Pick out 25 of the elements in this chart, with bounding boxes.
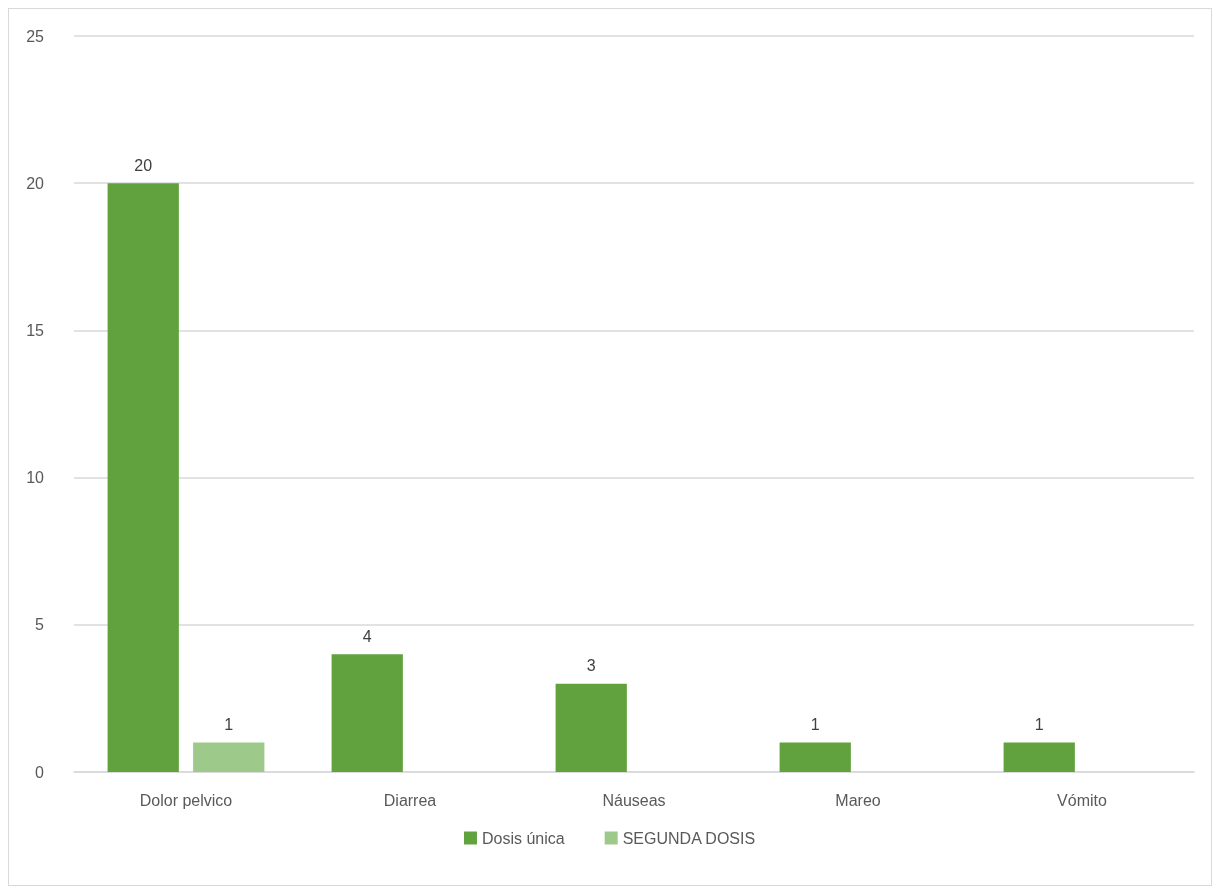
y-tick-label: 5	[35, 616, 45, 634]
data-label: 1	[810, 716, 820, 734]
y-tick-label: 10	[26, 469, 45, 487]
y-tick-label: 15	[26, 321, 45, 339]
x-tick-label: Dolor pelvico	[139, 791, 233, 809]
data-label: 1	[1034, 716, 1044, 734]
legend-label: SEGUNDA DOSIS	[622, 829, 756, 847]
bar	[193, 742, 265, 772]
x-tick-label: Mareo	[835, 791, 881, 809]
x-tick-label: Náuseas	[602, 791, 666, 809]
bar	[555, 683, 627, 772]
data-label: 20	[134, 156, 153, 174]
y-tick-label: 20	[26, 174, 45, 192]
data-label: 3	[586, 657, 596, 675]
bar	[331, 654, 403, 772]
bar	[779, 742, 851, 772]
x-tick-label: Diarrea	[383, 791, 437, 809]
bar	[107, 183, 179, 772]
y-tick-label: 25	[26, 27, 45, 45]
data-label: 1	[224, 716, 234, 734]
legend-label: Dosis única	[481, 829, 565, 847]
y-tick-label: 0	[35, 763, 45, 781]
data-label: 4	[362, 627, 372, 645]
x-tick-label: Vómito	[1057, 791, 1107, 809]
bar	[1003, 742, 1075, 772]
